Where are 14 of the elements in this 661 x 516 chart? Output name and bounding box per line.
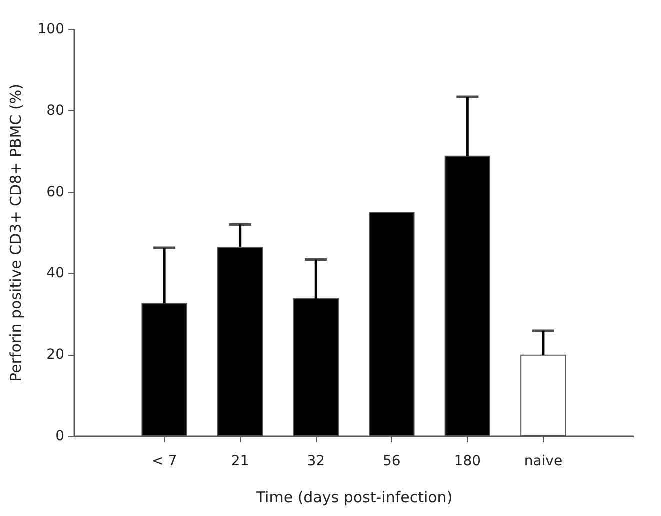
y-tick-label: 80	[46, 102, 64, 119]
x-tick-label: naive	[524, 454, 563, 470]
y-tick-label: 0	[56, 428, 64, 444]
y-tick-label: 20	[46, 347, 64, 364]
x-tick-label: 21	[231, 454, 250, 470]
y-tick-label: 40	[46, 266, 64, 282]
x-tick-label: 32	[307, 454, 326, 470]
x-axis-title: Time (days post-infection)	[255, 488, 453, 506]
x-tick-label: 180	[454, 454, 482, 470]
y-tick-label: 100	[38, 22, 64, 38]
y-axis-title: Perforin positive CD3+ CD8+ PBMC (%)	[6, 84, 25, 382]
y-tick-label: 60	[46, 184, 64, 200]
x-tick-label: < 7	[152, 454, 178, 470]
x-tick-label: 56	[382, 454, 401, 470]
